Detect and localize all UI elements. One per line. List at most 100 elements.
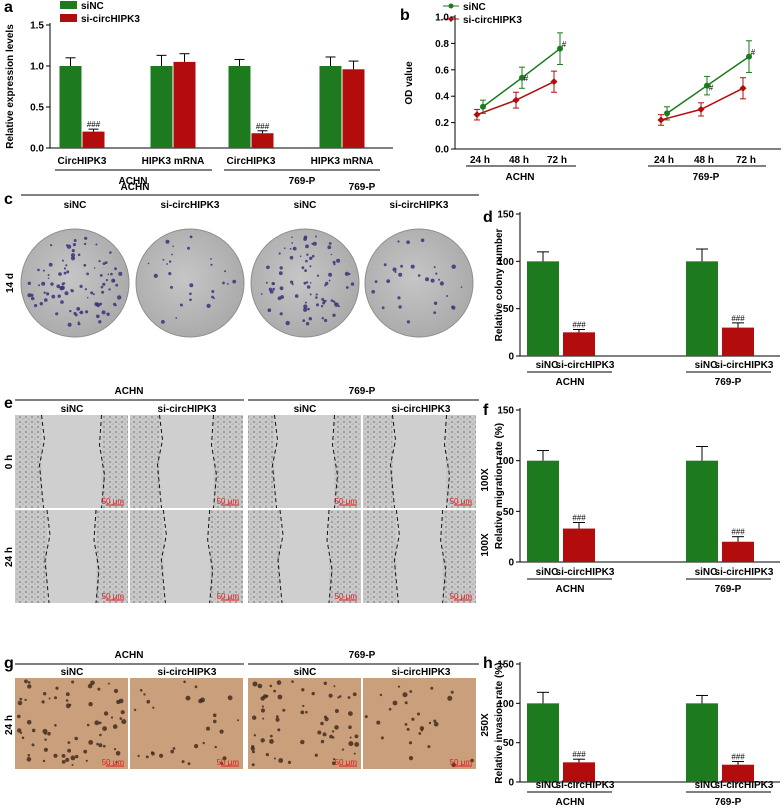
colony xyxy=(42,269,45,272)
colony xyxy=(108,288,111,291)
invaded-cell xyxy=(146,699,151,704)
panel-h-y-tick-label: 150 xyxy=(497,660,514,671)
colony xyxy=(51,294,56,299)
invaded-cell xyxy=(86,723,90,727)
x-tick-label-d: si-circHIPK3 xyxy=(556,360,615,371)
bar-h-sinc xyxy=(527,703,559,782)
colony xyxy=(304,269,307,272)
invaded-cell xyxy=(187,762,191,766)
invasion-image xyxy=(130,678,243,769)
invaded-cell xyxy=(337,696,340,699)
panel-letter-b: b xyxy=(400,7,410,24)
invaded-cell xyxy=(120,710,125,715)
colony xyxy=(279,286,284,291)
magnification-label-e: 100X xyxy=(480,468,491,492)
colony xyxy=(110,272,113,276)
x-tick-label-b: 48 h xyxy=(694,155,714,166)
group-label-f-achn: ACHN xyxy=(556,584,585,595)
invaded-cell xyxy=(427,745,431,749)
colony xyxy=(309,256,313,260)
scale-bar-label: 50 μm xyxy=(217,592,240,601)
colony xyxy=(315,293,318,296)
invasion-micrographs: 50 μm 50 μm 50 μm 50 μm xyxy=(15,678,476,769)
invaded-cell xyxy=(24,698,27,702)
colony xyxy=(92,293,95,296)
wound-edge-left xyxy=(160,509,167,604)
bar-a-sinc xyxy=(319,66,342,148)
bar-f-si xyxy=(563,528,595,562)
panel-f-y-tick-label: 0 xyxy=(508,558,514,569)
invaded-cell xyxy=(113,688,119,694)
invaded-cell xyxy=(322,732,327,737)
colony xyxy=(306,285,311,289)
point-b-sinc xyxy=(557,45,563,52)
significance-b: # xyxy=(524,74,529,83)
panel-h-y-tick-label: 100 xyxy=(497,699,514,710)
invaded-cell xyxy=(354,734,359,739)
point-b-sinc xyxy=(519,74,525,81)
invaded-cell xyxy=(278,758,284,763)
colony xyxy=(71,249,75,253)
panel-g-invasion-images: ACHN 769-P siNC si-circHIPK3 siNC si-cir… xyxy=(4,650,479,769)
colony xyxy=(99,274,103,277)
invaded-cell xyxy=(55,686,59,690)
colony-dish-769p-si xyxy=(364,228,474,338)
invaded-cell xyxy=(331,730,335,733)
colony xyxy=(96,314,100,319)
invaded-cell xyxy=(213,719,217,724)
panel-h-y-axis-label: Relative invasion rate (%) xyxy=(494,662,505,783)
panel-c-label-si-2: si-circHIPK3 xyxy=(390,200,449,211)
panel-g-group-769p: 769-P xyxy=(349,650,376,661)
colony xyxy=(211,295,214,299)
panel-b-y-tick-label: 0.0 xyxy=(435,145,449,156)
legend-b-marker-sinc xyxy=(448,3,454,9)
colony xyxy=(112,279,115,282)
invaded-cell xyxy=(275,715,279,718)
invaded-cell xyxy=(334,709,339,713)
colony xyxy=(392,267,397,272)
significance-h: ### xyxy=(572,750,586,759)
invaded-cell xyxy=(277,728,281,732)
invaded-cell xyxy=(48,697,51,700)
colony xyxy=(38,284,41,287)
panel-c-group-achn: ACHN xyxy=(121,182,150,193)
invaded-cell xyxy=(302,704,305,708)
bar-a-si xyxy=(342,69,365,148)
colony xyxy=(187,246,190,250)
colony xyxy=(406,240,410,244)
invaded-cell xyxy=(265,753,269,757)
panel-a-y-tick-label: 1.5 xyxy=(30,21,44,32)
colony xyxy=(94,302,99,307)
panel-d-y-tick-label: 0 xyxy=(508,352,514,363)
invaded-cell xyxy=(27,684,32,689)
panel-f-y-tick-label: 50 xyxy=(503,507,515,518)
panel-d-y-tick-label: 100 xyxy=(497,257,514,268)
legend-b: siNC si-circHIPK3 xyxy=(443,2,522,26)
invaded-cell xyxy=(287,760,292,765)
invaded-cell xyxy=(334,725,339,730)
wound-gap xyxy=(280,510,329,603)
colony xyxy=(336,258,341,263)
colony xyxy=(83,242,87,246)
bar-d-si xyxy=(722,327,754,356)
invasion-image xyxy=(15,678,128,769)
invaded-cell xyxy=(261,705,264,708)
colony xyxy=(371,290,376,294)
colony xyxy=(109,251,112,254)
significance-d: ### xyxy=(572,320,586,329)
wound-edge-right xyxy=(440,509,447,604)
invaded-cell xyxy=(194,744,199,749)
colony xyxy=(348,272,351,276)
panel-letter-f: f xyxy=(483,402,489,419)
colony xyxy=(324,318,328,323)
colony xyxy=(397,240,400,243)
x-tick-label-b: 72 h xyxy=(736,155,756,166)
wound-edge-left xyxy=(38,414,46,509)
x-tick-label-h: siNC xyxy=(536,780,559,791)
group-label-d-achn: ACHN xyxy=(556,377,585,388)
colony xyxy=(330,253,333,256)
invaded-cell xyxy=(408,756,414,761)
colony xyxy=(106,312,110,316)
invaded-cell xyxy=(112,724,118,729)
point-b-si xyxy=(697,105,705,113)
